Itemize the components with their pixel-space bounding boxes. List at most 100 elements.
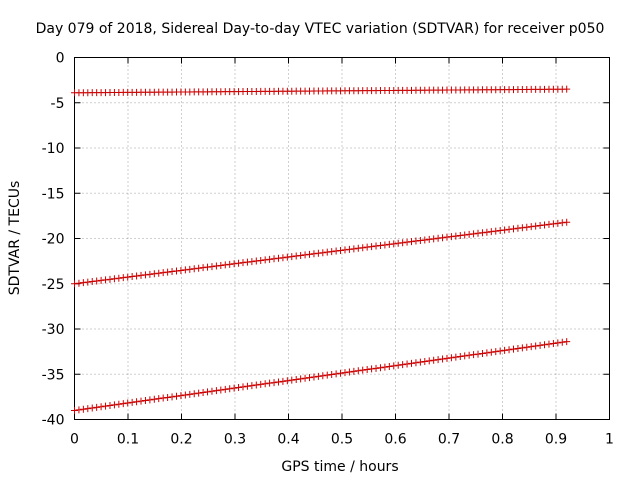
data-point <box>212 387 220 395</box>
data-point <box>133 272 141 280</box>
data-point <box>270 255 278 263</box>
data-point <box>492 227 500 235</box>
data-point <box>465 351 473 359</box>
data-point <box>545 340 553 348</box>
data-point <box>532 342 540 350</box>
data-point <box>456 353 464 361</box>
data-point <box>332 247 340 255</box>
data-point <box>190 265 198 273</box>
data-point <box>226 385 234 393</box>
data-point <box>212 262 220 270</box>
data-point <box>217 261 225 269</box>
data-point <box>208 387 216 395</box>
data-point <box>563 85 571 93</box>
data-point <box>328 371 336 379</box>
data-point <box>376 364 384 372</box>
y-tick-label: -20 <box>42 232 65 248</box>
data-point <box>403 238 411 246</box>
x-tick-labels: 0 0.1 0.2 0.3 0.4 0.5 0.6 0.7 0.8 0.9 1 <box>70 432 614 448</box>
data-point <box>518 224 526 232</box>
data-point <box>230 384 238 392</box>
axis-ticks <box>74 57 610 420</box>
data-point <box>97 403 105 411</box>
x-tick-label: 1 <box>605 432 614 448</box>
y-tick-label: -10 <box>42 141 65 157</box>
data-point <box>345 368 353 376</box>
data-point <box>301 374 309 382</box>
data-point <box>509 345 517 353</box>
data-point <box>110 401 118 409</box>
data-point <box>421 357 429 365</box>
data-point <box>439 355 447 363</box>
data-point <box>84 405 92 413</box>
data-point <box>372 364 380 372</box>
data-point <box>124 399 132 407</box>
data-point <box>501 346 509 354</box>
data-point <box>421 236 429 244</box>
data-point <box>314 372 322 380</box>
data-point <box>204 263 212 271</box>
data-point <box>306 374 314 382</box>
data-point <box>79 405 87 413</box>
data-point <box>541 341 549 349</box>
data-point <box>381 363 389 371</box>
data-point <box>501 226 509 234</box>
x-tick-label: 0.2 <box>170 432 192 448</box>
data-point <box>88 404 96 412</box>
data-point <box>217 386 225 394</box>
data-point <box>75 279 83 287</box>
y-tick-label: -25 <box>42 277 65 293</box>
data-point <box>554 219 562 227</box>
data-point <box>381 241 389 249</box>
data-point <box>443 354 451 362</box>
data-point <box>243 382 251 390</box>
data-point <box>492 348 500 356</box>
x-tick-label: 0.1 <box>117 432 139 448</box>
data-point <box>248 382 256 390</box>
data-point <box>532 222 540 230</box>
data-point <box>146 396 154 404</box>
data-point <box>363 366 371 374</box>
data-point <box>376 241 384 249</box>
data-point <box>261 256 269 264</box>
data-point <box>155 269 163 277</box>
data-point <box>266 379 274 387</box>
data-point <box>159 269 167 277</box>
data-point <box>439 234 447 242</box>
data-point <box>394 239 402 247</box>
data-point <box>124 273 132 281</box>
data-point <box>128 273 136 281</box>
data-point <box>239 383 247 391</box>
data-point <box>119 274 127 282</box>
data-point <box>279 377 287 385</box>
data-point <box>425 235 433 243</box>
data-point <box>558 219 566 227</box>
data-point <box>394 361 402 369</box>
data-point <box>230 260 238 268</box>
data-point <box>243 258 251 266</box>
data-point <box>487 228 495 236</box>
data-point <box>239 259 247 267</box>
data-point <box>133 398 141 406</box>
data-point <box>368 243 376 251</box>
data-point <box>177 392 185 400</box>
data-point <box>447 233 455 241</box>
data-point <box>350 367 358 375</box>
data-point <box>274 378 282 386</box>
data-point <box>509 225 517 233</box>
data-point <box>549 340 557 348</box>
data-point <box>71 280 78 288</box>
data-point <box>372 242 380 250</box>
data-point <box>146 270 154 278</box>
data-point <box>527 223 535 231</box>
data-point <box>478 229 486 237</box>
data-point <box>487 348 495 356</box>
data-point <box>514 224 522 232</box>
data-point <box>434 234 442 242</box>
data-point <box>425 357 433 365</box>
data-point <box>505 225 513 233</box>
grid <box>74 57 610 420</box>
data-point <box>505 346 513 354</box>
data-point <box>93 277 101 285</box>
data-point <box>430 356 438 364</box>
